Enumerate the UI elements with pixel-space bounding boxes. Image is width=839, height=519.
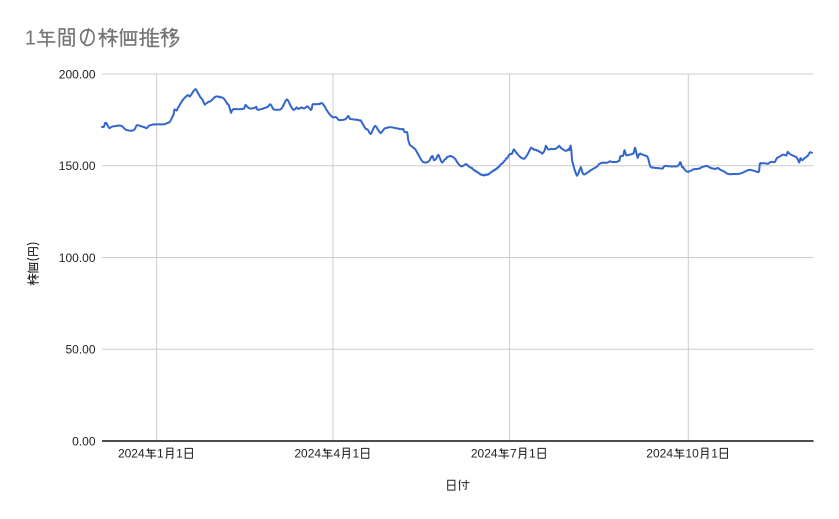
svg-text:1: 1: [711, 446, 718, 460]
svg-text:50.00: 50.00: [65, 343, 95, 357]
svg-text:7: 7: [510, 446, 517, 460]
svg-text:200.00: 200.00: [59, 67, 96, 81]
svg-text:150.00: 150.00: [59, 159, 96, 173]
svg-text:4: 4: [333, 446, 340, 460]
svg-text:2024: 2024: [118, 446, 145, 460]
svg-text:2024: 2024: [471, 446, 498, 460]
svg-text:10: 10: [685, 446, 699, 460]
svg-text:2024: 2024: [294, 446, 321, 460]
svg-text:1: 1: [529, 446, 536, 460]
svg-text:1: 1: [25, 27, 36, 49]
svg-text:100.00: 100.00: [59, 251, 96, 265]
svg-text:2024: 2024: [646, 446, 673, 460]
svg-text:1: 1: [353, 446, 360, 460]
svg-text:1: 1: [157, 446, 164, 460]
svg-text:1: 1: [176, 446, 183, 460]
svg-text:0.00: 0.00: [72, 434, 96, 448]
